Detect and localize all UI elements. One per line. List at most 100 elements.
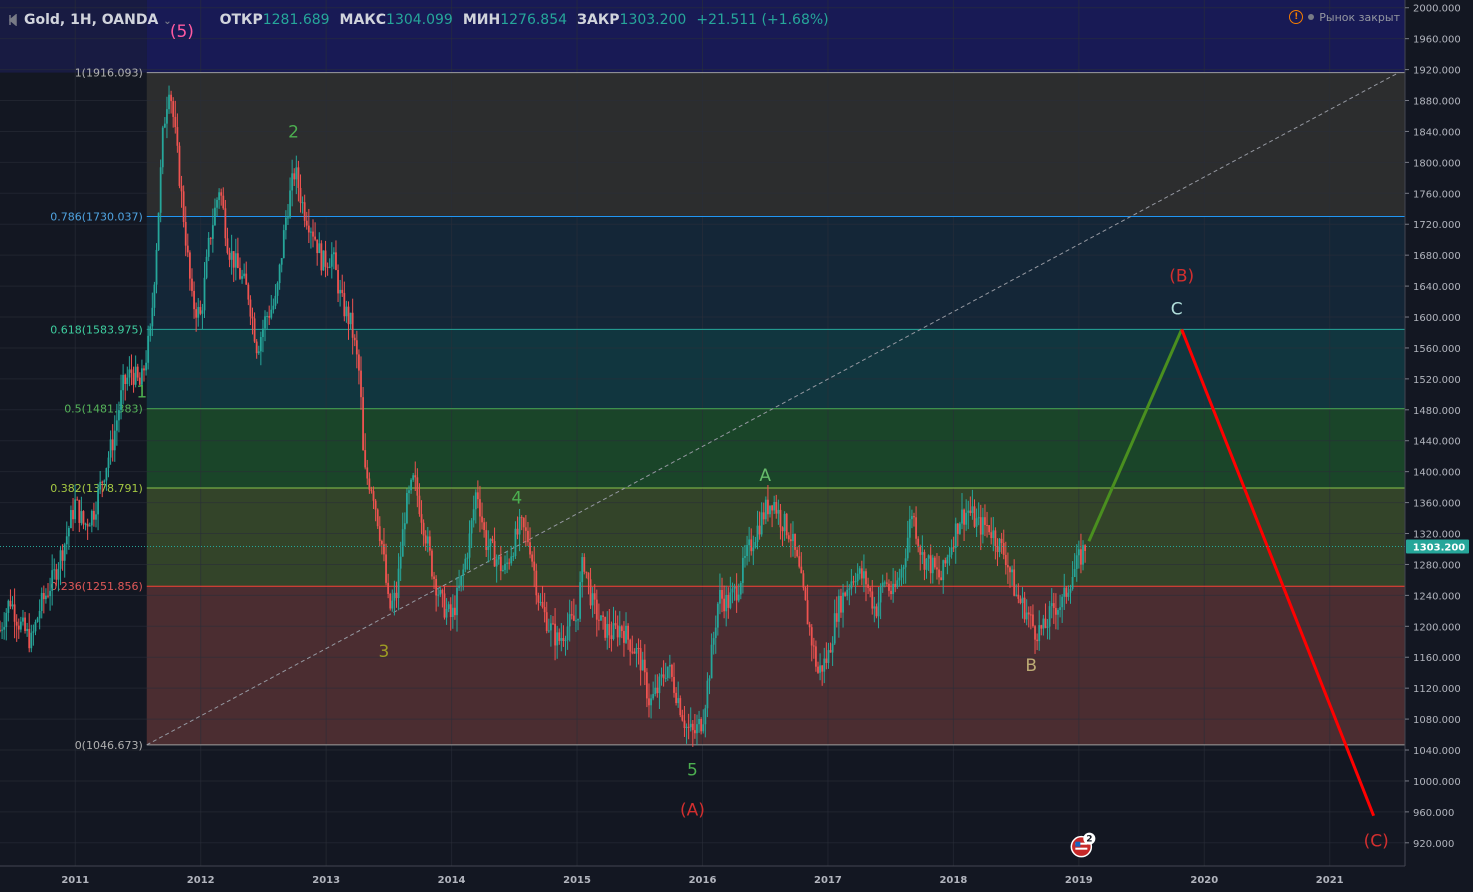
- projection-line-up: [1087, 328, 1184, 542]
- candle-body: [70, 510, 72, 528]
- candle-body: [433, 576, 435, 579]
- candle-body: [689, 723, 692, 728]
- candle-body: [153, 284, 156, 308]
- candle-body: [535, 570, 538, 596]
- candle-body: [888, 583, 890, 591]
- wave-label: 4: [511, 488, 522, 508]
- candle-body: [840, 595, 842, 613]
- candle-body: [940, 577, 943, 581]
- candle-body: [754, 542, 757, 548]
- candle-body: [266, 316, 269, 318]
- candle-body: [835, 613, 838, 622]
- candle-body: [289, 190, 291, 218]
- candle-body: [570, 614, 573, 616]
- candle-body: [595, 599, 598, 620]
- candle-body: [944, 560, 947, 564]
- wave-label: C: [1171, 300, 1183, 320]
- candle-body: [1059, 607, 1061, 610]
- candle-body: [585, 571, 588, 573]
- candle-body: [420, 514, 423, 523]
- candle-body: [666, 666, 669, 678]
- candle-body: [767, 499, 769, 515]
- candle-body: [191, 278, 193, 291]
- last-price-badge: [1406, 539, 1469, 554]
- candle-body: [3, 627, 6, 630]
- candle-body: [850, 581, 853, 589]
- symbol-icon[interactable]: [8, 14, 18, 26]
- candle-body: [481, 516, 483, 523]
- candle-body: [159, 167, 162, 213]
- candle-body: [251, 316, 254, 319]
- open-label: ОТКР: [219, 12, 263, 28]
- price-tick-label: 1640.000: [1413, 282, 1461, 293]
- candle-body: [860, 568, 863, 579]
- candle-body: [819, 665, 821, 673]
- candle-body: [1046, 626, 1049, 628]
- candle-body: [741, 557, 744, 583]
- candle-body: [587, 572, 590, 580]
- candle-body: [343, 293, 346, 317]
- candle-body: [441, 589, 444, 594]
- warning-icon[interactable]: !: [1289, 10, 1304, 24]
- candle-body: [485, 530, 488, 550]
- candle-body: [961, 509, 963, 524]
- candle-body: [182, 191, 185, 222]
- candle-body: [335, 252, 337, 270]
- candle-body: [812, 645, 815, 647]
- candle-body: [931, 557, 934, 574]
- candle-body: [86, 523, 89, 527]
- candle-body: [877, 602, 880, 617]
- candle-body: [783, 513, 786, 532]
- candle-body: [658, 676, 661, 694]
- time-tick-label: 2020: [1190, 875, 1218, 886]
- candle-body: [1009, 567, 1011, 573]
- wave-label: 3: [378, 642, 389, 662]
- fib-level-label: 1(1916.093): [75, 67, 143, 80]
- candle-body: [401, 529, 404, 557]
- market-status[interactable]: ! Рынок закрыт: [1289, 10, 1400, 24]
- price-tick-label: 1320.000: [1413, 530, 1461, 541]
- candle-body: [416, 477, 419, 496]
- candle-body: [869, 587, 872, 592]
- price-tick-label: 1600.000: [1413, 313, 1461, 324]
- candle-body: [82, 511, 85, 525]
- candle-body: [890, 590, 892, 595]
- last-price-label: 1303.200: [1413, 543, 1466, 554]
- candle-body: [454, 607, 456, 616]
- candle-body: [458, 585, 460, 588]
- candle-body: [965, 512, 968, 525]
- price-tick-label: 1560.000: [1413, 344, 1461, 355]
- candle-body: [287, 217, 289, 219]
- candle-body: [620, 626, 623, 632]
- candle-body: [942, 560, 945, 581]
- candle-body: [794, 533, 796, 550]
- candle-body: [881, 582, 884, 587]
- candle-body: [923, 552, 926, 570]
- symbol-name[interactable]: Gold, 1H, OANDA: [24, 12, 159, 28]
- chevron-down-icon[interactable]: ⌄: [163, 16, 172, 27]
- candle-body: [727, 594, 730, 608]
- candle-body: [172, 101, 175, 117]
- candle-body: [512, 555, 515, 557]
- time-tick-label: 2019: [1065, 875, 1093, 886]
- candle-body: [65, 536, 68, 545]
- candle-body: [118, 410, 120, 421]
- candle-body: [51, 570, 54, 591]
- candle-body: [748, 539, 751, 546]
- candle-body: [829, 650, 832, 653]
- candle-body: [892, 583, 895, 595]
- candle-body: [341, 289, 344, 294]
- candle-body: [22, 617, 24, 622]
- event-flag-icon: 2: [1070, 832, 1096, 858]
- candle-body: [445, 608, 448, 618]
- candle-body: [662, 674, 665, 679]
- candle-body: [668, 664, 671, 667]
- symbol-title[interactable]: Gold, 1H, OANDA ⌄: [24, 12, 172, 28]
- candle-body: [372, 491, 375, 501]
- candle-body: [1069, 588, 1072, 593]
- candle-body: [262, 328, 264, 338]
- candle-body: [293, 173, 296, 180]
- price-tick-label: 1880.000: [1413, 97, 1461, 108]
